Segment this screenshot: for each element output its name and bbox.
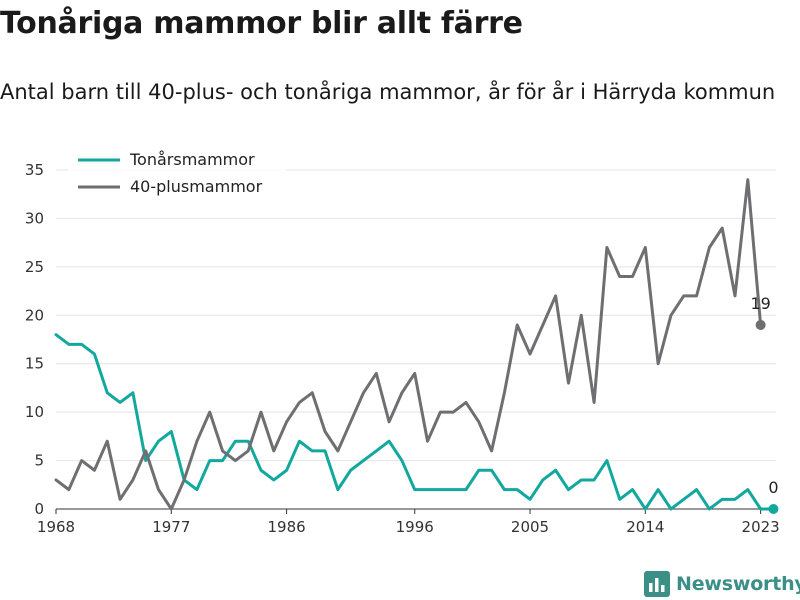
x-tick-label: 2005 xyxy=(511,518,549,536)
legend-background xyxy=(68,146,286,206)
x-tick-label: 1986 xyxy=(268,518,306,536)
x-tick-label: 2014 xyxy=(626,518,664,536)
legend-label: 40-plusmammor xyxy=(130,177,263,196)
y-tick-label: 20 xyxy=(25,306,44,324)
x-axis: 1968 1977 1986 1996 2005 2014 2023 xyxy=(37,508,780,536)
end-point-marker xyxy=(755,319,766,330)
y-tick-label: 35 xyxy=(25,161,44,179)
x-tick-label: 1977 xyxy=(152,518,190,536)
y-tick-label: 15 xyxy=(25,355,44,373)
grid-lines xyxy=(56,169,776,510)
legend: Tonårsmammor 40-plusmammor xyxy=(68,146,286,206)
chart-title: Tonåriga mammor blir allt färre xyxy=(0,6,523,41)
y-tick-label: 0 xyxy=(34,500,44,518)
end-labels: 19 0 xyxy=(750,294,779,514)
series-lines xyxy=(54,178,775,511)
brand-name: Newsworthy xyxy=(676,573,800,595)
brand-logo: Newsworthy xyxy=(644,570,800,598)
end-point-marker xyxy=(768,504,779,514)
y-tick-label: 25 xyxy=(25,258,44,276)
x-tick-label: 1968 xyxy=(37,518,75,536)
series-line-ton-rsmammor xyxy=(54,333,775,511)
y-tick-label: 5 xyxy=(34,452,44,470)
y-tick-label: 10 xyxy=(25,403,44,421)
series-line-40-plusmammor xyxy=(54,178,763,511)
y-tick-label: 30 xyxy=(25,209,44,227)
x-tick-label: 2023 xyxy=(742,518,780,536)
legend-label: Tonårsmammor xyxy=(129,150,255,169)
end-value-label: 0 xyxy=(768,478,778,497)
end-value-label: 19 xyxy=(750,294,770,313)
bar-chart-logo-icon xyxy=(644,571,670,597)
x-tick-label: 1996 xyxy=(396,518,434,536)
chart-subtitle: Antal barn till 40-plus- och tonåriga ma… xyxy=(0,80,776,104)
y-axis-ticks: 0 5 10 15 20 25 30 35 xyxy=(25,161,44,518)
